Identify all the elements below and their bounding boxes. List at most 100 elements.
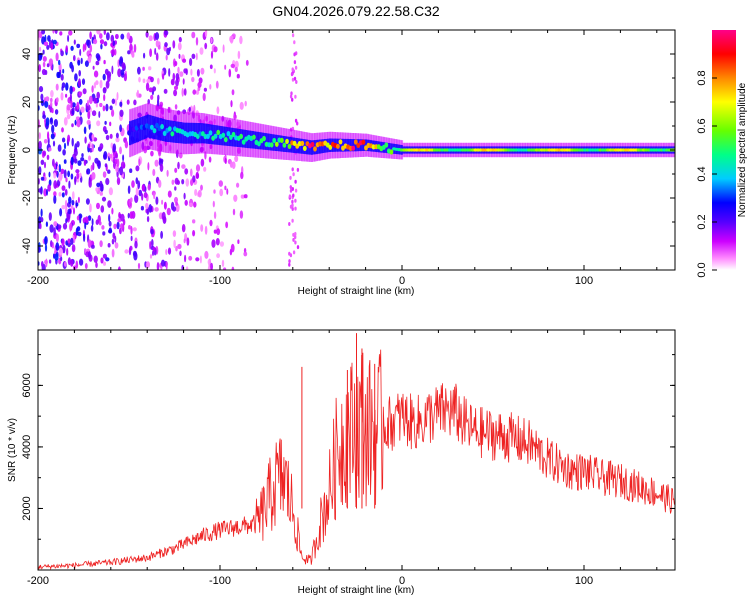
noise-blob	[60, 92, 64, 101]
noise-blob	[64, 261, 67, 267]
ridge-band	[320, 139, 323, 154]
noise-blob	[84, 60, 89, 67]
noise-blob	[68, 196, 72, 204]
x-tick-label: 100	[575, 575, 593, 587]
noise-blob	[181, 224, 186, 233]
noise-blob	[64, 199, 68, 209]
noise-blob	[142, 66, 145, 71]
noise-blob	[91, 143, 94, 153]
noise-blob	[111, 48, 115, 57]
y-tick-label: -20	[21, 190, 33, 206]
ridge-point	[302, 145, 307, 151]
noise-blob	[50, 133, 55, 140]
ridge-band	[232, 127, 235, 147]
colorbar-tick-label: 0.0	[696, 262, 708, 277]
noise-blob	[100, 257, 104, 264]
ridge-point	[310, 141, 315, 147]
noise-blob	[62, 68, 65, 74]
noise-blob	[204, 250, 209, 259]
ridge-band	[266, 133, 269, 151]
noise-blob	[41, 30, 46, 35]
ridge-band	[265, 133, 268, 150]
colorbar-ticks: 0.0 0.2 0.4 0.6 0.8	[696, 70, 717, 278]
noise-blob	[81, 153, 84, 158]
noise-blob	[105, 177, 110, 186]
noise-blob	[204, 225, 208, 235]
noise-blob	[73, 149, 78, 157]
noise-blob	[105, 80, 110, 89]
noise-blob	[291, 199, 294, 204]
noise-blob	[194, 189, 198, 196]
x-tick-label: 0	[399, 575, 405, 587]
noise-blob	[62, 244, 66, 254]
y-tick-label: 4000	[21, 435, 33, 459]
noise-blob	[290, 72, 294, 77]
noise-blob	[126, 99, 130, 105]
ridge-band	[286, 136, 289, 153]
noise-blob	[115, 33, 119, 40]
noise-blob	[291, 187, 294, 191]
noise-blob	[38, 132, 41, 140]
noise-blob	[53, 180, 58, 189]
noise-blob	[55, 52, 59, 62]
noise-blob	[152, 250, 154, 256]
noise-blob	[177, 42, 182, 51]
noise-blob	[114, 158, 118, 165]
noise-blob	[95, 60, 100, 66]
noise-blob	[158, 179, 162, 188]
ridge-point	[269, 142, 274, 148]
ridge-band	[204, 123, 207, 144]
noise-blob	[292, 250, 296, 255]
noise-blob	[95, 53, 100, 60]
ridge-point	[231, 131, 236, 138]
noise-blob	[162, 215, 167, 224]
noise-blob	[117, 218, 122, 223]
noise-blob	[237, 239, 240, 244]
noise-blob	[101, 196, 107, 202]
noise-blob	[130, 197, 133, 203]
noise-blob	[76, 226, 81, 232]
noise-blob	[193, 104, 196, 114]
ridge-band	[305, 139, 309, 155]
noise-blob	[43, 41, 49, 47]
noise-blob	[112, 143, 117, 153]
ridge-point	[494, 148, 498, 152]
noise-blob	[88, 155, 91, 161]
noise-blob	[149, 240, 152, 250]
noise-blob	[148, 87, 153, 93]
noise-blob	[84, 216, 89, 224]
noise-blob	[116, 221, 120, 230]
noise-blob	[288, 222, 291, 226]
ridge-band	[224, 126, 227, 146]
noise-blob	[58, 247, 63, 256]
ridge-band	[278, 135, 281, 152]
colorbar-tick-label: 0.8	[696, 70, 708, 85]
noise-blob	[192, 175, 196, 183]
ridge-point	[338, 139, 343, 145]
ridge-point	[499, 148, 503, 152]
noise-blob	[67, 238, 71, 244]
noise-blob	[83, 233, 86, 242]
noise-blob	[192, 219, 196, 224]
noise-blob	[91, 110, 97, 117]
noise-blob	[70, 259, 74, 267]
noise-blob	[58, 63, 62, 72]
noise-blob	[68, 30, 73, 36]
noise-blob	[47, 131, 50, 141]
noise-blob	[130, 225, 133, 235]
ridge-point	[552, 148, 557, 152]
noise-blob	[150, 228, 154, 235]
noise-blob	[168, 68, 171, 77]
noise-blob	[60, 256, 63, 262]
noise-blob	[87, 143, 91, 149]
noise-blob	[95, 219, 99, 225]
noise-blob	[67, 208, 72, 215]
noise-blob	[64, 189, 68, 196]
ridge-point	[488, 148, 493, 152]
snr-ticks: -200 -100 0 100 2000 4000 6000	[21, 330, 675, 587]
noise-blob	[291, 97, 294, 102]
noise-blob	[191, 76, 195, 83]
noise-blob	[137, 180, 141, 190]
noise-blob	[196, 69, 200, 77]
noise-blob	[183, 88, 187, 96]
